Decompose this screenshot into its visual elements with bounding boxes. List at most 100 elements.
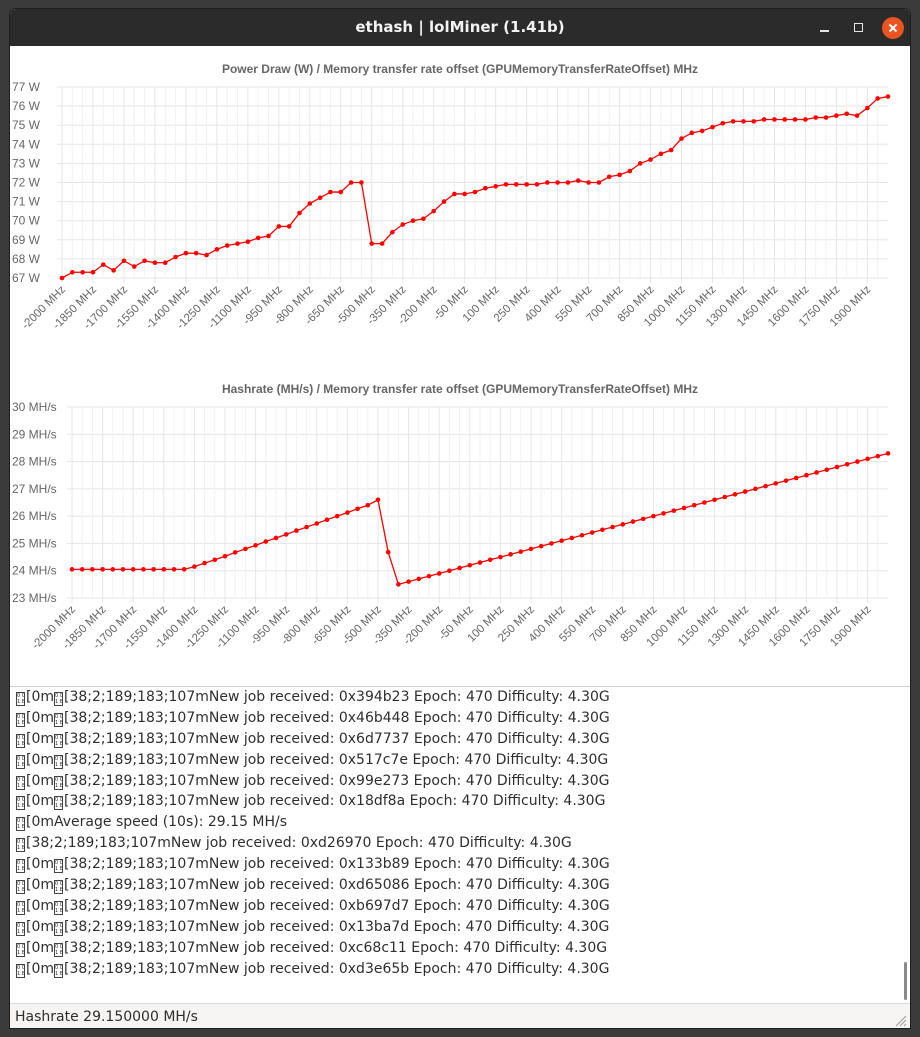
data-point [508, 552, 513, 557]
y-tick-label: 69 W [12, 233, 41, 247]
log-text: [38;2;189;183;107mNew job received: 0x39… [64, 689, 610, 705]
data-point [375, 497, 381, 503]
y-tick-label: 29 MH/s [12, 427, 57, 441]
data-point [253, 543, 258, 548]
log-text: [38;2;189;183;107mNew job received: 0x99… [64, 772, 610, 789]
data-point [648, 157, 653, 162]
data-point [761, 117, 767, 122]
data-point [304, 524, 309, 530]
data-point [255, 235, 261, 241]
data-point [183, 250, 189, 256]
data-point [317, 195, 323, 201]
data-point [426, 573, 432, 579]
data-point [483, 185, 488, 191]
data-point [671, 508, 677, 513]
data-point [565, 180, 571, 185]
data-point [844, 111, 849, 117]
y-tick-label: 73 W [12, 156, 41, 170]
log-text: [38;2;189;183;107mNew job received: 0x6d… [64, 730, 610, 747]
data-point [834, 113, 839, 118]
data-point [79, 567, 85, 572]
data-point [224, 243, 230, 248]
data-point [640, 516, 646, 522]
log-text: [0m [26, 751, 55, 768]
data-point [452, 191, 457, 197]
data-point [689, 130, 695, 136]
data-point [783, 478, 789, 483]
data-point [651, 513, 656, 519]
data-point [813, 115, 819, 120]
data-point [416, 576, 422, 582]
data-point [338, 189, 344, 195]
data-point [824, 467, 830, 473]
data-point [69, 567, 75, 572]
data-point [406, 579, 411, 584]
data-point [447, 568, 452, 574]
data-point [436, 571, 442, 576]
data-point [617, 172, 622, 178]
log-scrollbar[interactable] [904, 962, 907, 1000]
data-point [865, 456, 870, 462]
data-point [431, 208, 437, 214]
data-point [792, 117, 798, 122]
data-point [834, 464, 840, 470]
y-tick-label: 24 MH/s [12, 564, 57, 578]
data-point [266, 233, 271, 239]
log-text: [38;2;189;183;107mNew job received: 0x51… [64, 751, 609, 768]
data-point [80, 269, 85, 275]
y-tick-label: 75 W [12, 118, 41, 132]
data-point [854, 113, 860, 118]
data-point [142, 258, 147, 264]
y-tick-label: 67 W [12, 271, 41, 285]
resize-grip-icon[interactable] [893, 1013, 907, 1027]
title-bar[interactable]: ethash | lolMiner (1.41b) [10, 9, 910, 46]
data-point [161, 567, 167, 572]
data-point [130, 567, 136, 572]
log-text: [0m [26, 709, 55, 726]
maximize-icon[interactable] [848, 17, 870, 39]
close-icon[interactable] [882, 17, 904, 39]
data-point [702, 500, 707, 505]
data-point [222, 553, 228, 559]
data-point [637, 161, 643, 166]
data-point [549, 541, 554, 546]
data-point [385, 549, 391, 555]
log-text: [0m [26, 772, 55, 789]
data-point [462, 191, 467, 197]
data-point [283, 532, 289, 537]
y-tick-label: 74 W [12, 137, 41, 151]
data-point [120, 567, 126, 572]
data-point [681, 505, 687, 511]
data-point [596, 180, 602, 185]
y-tick-label: 27 MH/s [12, 482, 57, 496]
log-text: [38;2;189;183;107mNew job received: 0x46… [64, 709, 610, 726]
data-point [379, 241, 385, 246]
data-point [630, 519, 636, 524]
data-point [348, 180, 354, 185]
log-text: [38;2;189;183;107mNew job received: 0x18… [64, 793, 606, 810]
data-point [823, 115, 829, 120]
log-text: [38;2;189;183;107mNew job received: 0xb6… [64, 897, 610, 914]
data-point [722, 494, 728, 500]
y-tick-label: 77 W [12, 80, 41, 94]
log-text: [0m [26, 730, 55, 747]
y-tick-label: 68 W [12, 252, 41, 266]
data-point [90, 567, 95, 572]
data-point [503, 182, 509, 187]
minimize-icon[interactable] [814, 17, 836, 39]
